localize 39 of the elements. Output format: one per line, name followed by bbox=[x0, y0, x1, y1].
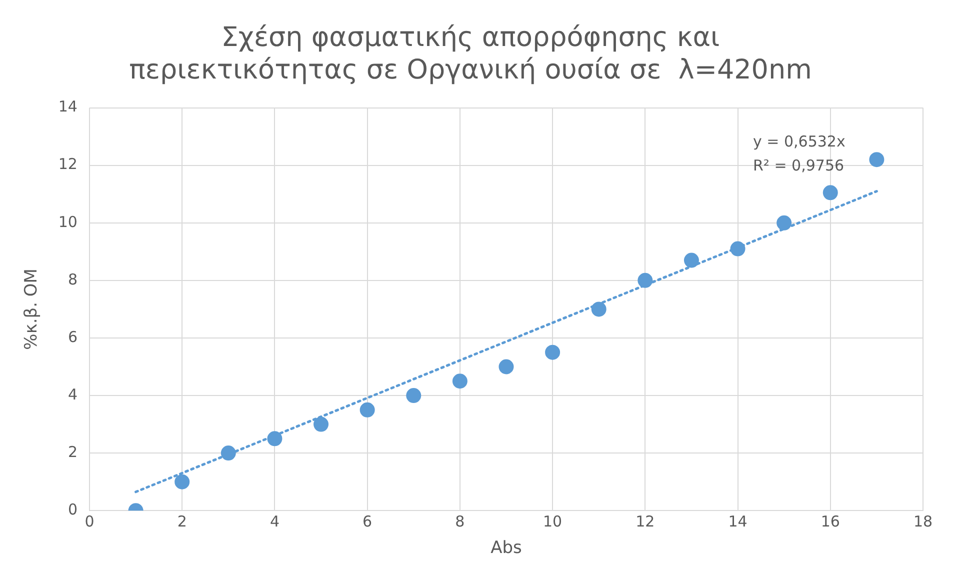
point bbox=[406, 388, 422, 404]
point bbox=[684, 252, 699, 268]
point bbox=[498, 359, 514, 374]
point bbox=[776, 215, 792, 230]
y-tick-label: 10 bbox=[58, 212, 78, 231]
y-tick-label: 0 bbox=[68, 500, 78, 518]
point bbox=[452, 374, 468, 389]
point bbox=[174, 474, 190, 490]
y-tick-label: 8 bbox=[68, 270, 78, 288]
point bbox=[545, 344, 560, 360]
point bbox=[360, 402, 375, 418]
point bbox=[220, 446, 236, 461]
point bbox=[869, 152, 884, 168]
x-tick-label: 12 bbox=[636, 512, 655, 530]
y-tick-label: 6 bbox=[68, 328, 78, 346]
point bbox=[314, 416, 329, 432]
x-tick-label: 18 bbox=[913, 512, 933, 530]
x-tick-label: 0 bbox=[84, 512, 94, 530]
x-tick-label: 8 bbox=[455, 512, 465, 530]
y-axis-title: %κ.β. ΟΜ bbox=[22, 268, 42, 350]
x-tick-label: 14 bbox=[728, 512, 748, 530]
chart-title: Σχέση φασματικής απορρόφησης και περιεκτικότητας σε Οργανική ουσία σε λ=420nm bbox=[129, 22, 812, 86]
x-tick-label: 4 bbox=[270, 512, 280, 530]
x-tick-label: 16 bbox=[820, 512, 840, 530]
point bbox=[267, 431, 282, 446]
y-tick-label: 4 bbox=[68, 385, 78, 404]
annotation: y = 0,6532x bbox=[753, 132, 846, 151]
x-axis-title: Abs bbox=[490, 538, 522, 558]
y-tick-label: 14 bbox=[58, 98, 78, 116]
x-tick-label: 10 bbox=[543, 512, 562, 530]
annotation: R² = 0,9756 bbox=[753, 156, 844, 175]
point bbox=[638, 272, 653, 288]
x-tick-label: 6 bbox=[362, 512, 372, 530]
point bbox=[591, 302, 606, 317]
point bbox=[822, 185, 838, 200]
y-tick-label: 2 bbox=[68, 442, 78, 461]
y-tick-label: 12 bbox=[58, 155, 78, 174]
x-tick-label: 2 bbox=[177, 512, 187, 530]
point bbox=[730, 241, 746, 256]
